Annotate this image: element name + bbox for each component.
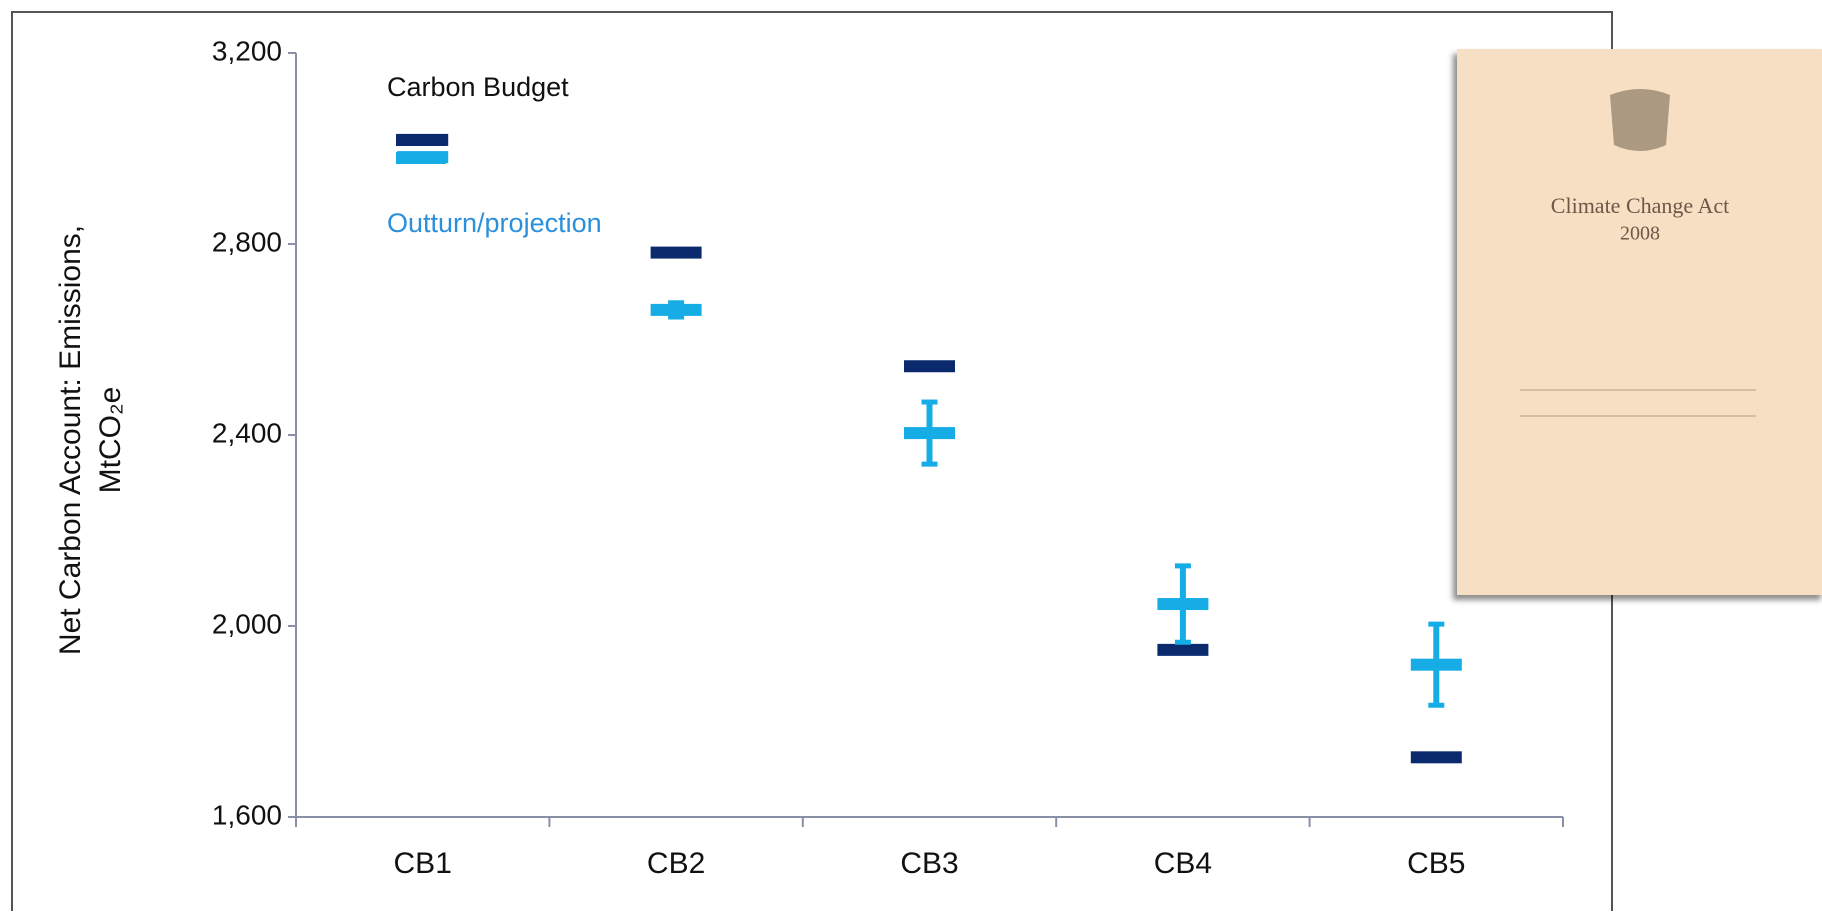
y-tick-label: 1,600 (212, 799, 282, 830)
y-tick-label: 2,800 (212, 226, 282, 257)
x-tick-label: CB4 (1154, 847, 1212, 880)
value-dash (650, 303, 702, 316)
chart-frame (11, 11, 1613, 916)
value-dash (1157, 598, 1209, 611)
value-dash (1410, 658, 1462, 671)
value-dash (1410, 751, 1462, 764)
document-year: 2008 (1620, 223, 1660, 245)
x-tick-label: CB2 (647, 847, 705, 880)
y-tick-label: 2,000 (212, 608, 282, 639)
legend-label: Carbon Budget (387, 72, 569, 102)
y-axis-label: MtCO₂e (94, 387, 127, 494)
y-axis-label: Net Carbon Account: Emissions, (54, 225, 87, 655)
document-title: Climate Change Act (1551, 193, 1729, 218)
x-tick-label: CB1 (394, 847, 452, 880)
crest (1610, 89, 1670, 151)
legend-swatch (396, 152, 446, 164)
y-tick-label: 3,200 (212, 35, 282, 66)
x-tick-label: CB5 (1407, 847, 1465, 880)
inset-document: Climate Change Act 2008 (1457, 49, 1822, 595)
value-dash (904, 360, 955, 373)
value-dash (650, 246, 702, 259)
legend-label: Outturn/projection (387, 208, 602, 238)
value-dash (904, 427, 955, 440)
y-tick-label: 2,400 (212, 417, 282, 448)
legend-swatch (396, 134, 446, 146)
x-tick-label: CB3 (900, 847, 958, 880)
value-dash (1157, 643, 1209, 656)
